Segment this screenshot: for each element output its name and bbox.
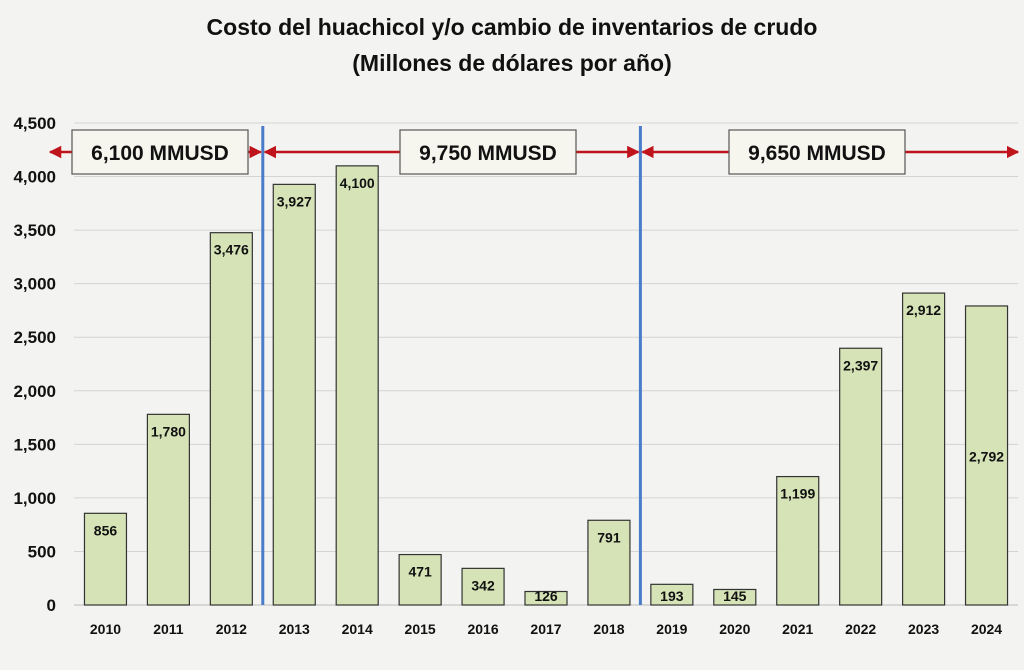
x-tick-label: 2018	[593, 621, 624, 637]
y-tick-label: 4,500	[13, 114, 56, 133]
x-tick-label: 2024	[971, 621, 1002, 637]
bar-2020	[713, 588, 757, 606]
y-tick-label: 500	[28, 542, 56, 561]
period-label: 9,650 MMUSD	[748, 142, 886, 165]
data-label: 791	[597, 529, 621, 545]
bar-2017	[524, 590, 568, 606]
period-box	[728, 129, 906, 175]
data-label: 471	[408, 564, 432, 580]
x-tick-label: 2020	[719, 621, 750, 637]
y-tick-label: 0	[47, 596, 56, 615]
bar-2011	[146, 413, 190, 606]
bar-2018	[587, 519, 631, 606]
bar-2016	[461, 567, 505, 606]
data-label: 4,100	[340, 175, 375, 191]
x-tick-label: 2010	[90, 621, 121, 637]
x-tick-label: 2012	[216, 621, 247, 637]
bar-2021	[776, 475, 820, 606]
data-label: 193	[660, 588, 684, 604]
bar-2022	[839, 347, 883, 606]
x-tick-label: 2023	[908, 621, 939, 637]
period-label: 6,100 MMUSD	[91, 142, 229, 165]
data-label: 145	[723, 588, 747, 604]
y-tick-label: 1,500	[13, 435, 56, 454]
x-tick-label: 2019	[656, 621, 687, 637]
data-label: 3,927	[277, 193, 312, 209]
data-label: 342	[471, 577, 495, 593]
bar-2015	[398, 553, 442, 606]
bar-2019	[650, 583, 694, 606]
data-label: 2,397	[843, 357, 878, 373]
data-label: 126	[534, 588, 558, 604]
bar-2012	[209, 232, 253, 606]
x-tick-label: 2013	[279, 621, 310, 637]
period-box	[71, 129, 249, 175]
x-tick-label: 2011	[153, 621, 184, 637]
bar-2010	[83, 512, 128, 606]
data-label: 1,199	[780, 486, 815, 502]
x-tick-label: 2017	[530, 621, 561, 637]
y-tick-label: 2,500	[13, 328, 56, 347]
chart-title: Costo del huachicol y/o cambio de invent…	[206, 14, 818, 40]
data-label: 2,792	[969, 448, 1004, 464]
data-label: 3,476	[214, 242, 249, 258]
data-label: 856	[94, 522, 118, 538]
x-tick-label: 2014	[342, 621, 373, 637]
y-tick-label: 1,000	[13, 489, 56, 508]
x-tick-label: 2016	[467, 621, 498, 637]
data-label: 1,780	[151, 423, 186, 439]
bar-2014	[335, 165, 379, 606]
bar-2024	[964, 305, 1009, 606]
data-label: 2,912	[906, 302, 941, 318]
chart-subtitle: (Millones de dólares por año)	[352, 50, 672, 76]
period-label: 9,750 MMUSD	[419, 142, 557, 165]
x-tick-label: 2021	[782, 621, 813, 637]
x-tick-label: 2015	[405, 621, 436, 637]
period-box	[399, 129, 577, 175]
bar-2013	[272, 183, 316, 606]
y-tick-label: 3,000	[13, 275, 56, 294]
bar-2023	[901, 292, 946, 606]
y-tick-label: 2,000	[13, 382, 56, 401]
y-tick-label: 4,000	[13, 168, 56, 187]
x-tick-label: 2022	[845, 621, 876, 637]
y-tick-label: 3,500	[13, 221, 56, 240]
